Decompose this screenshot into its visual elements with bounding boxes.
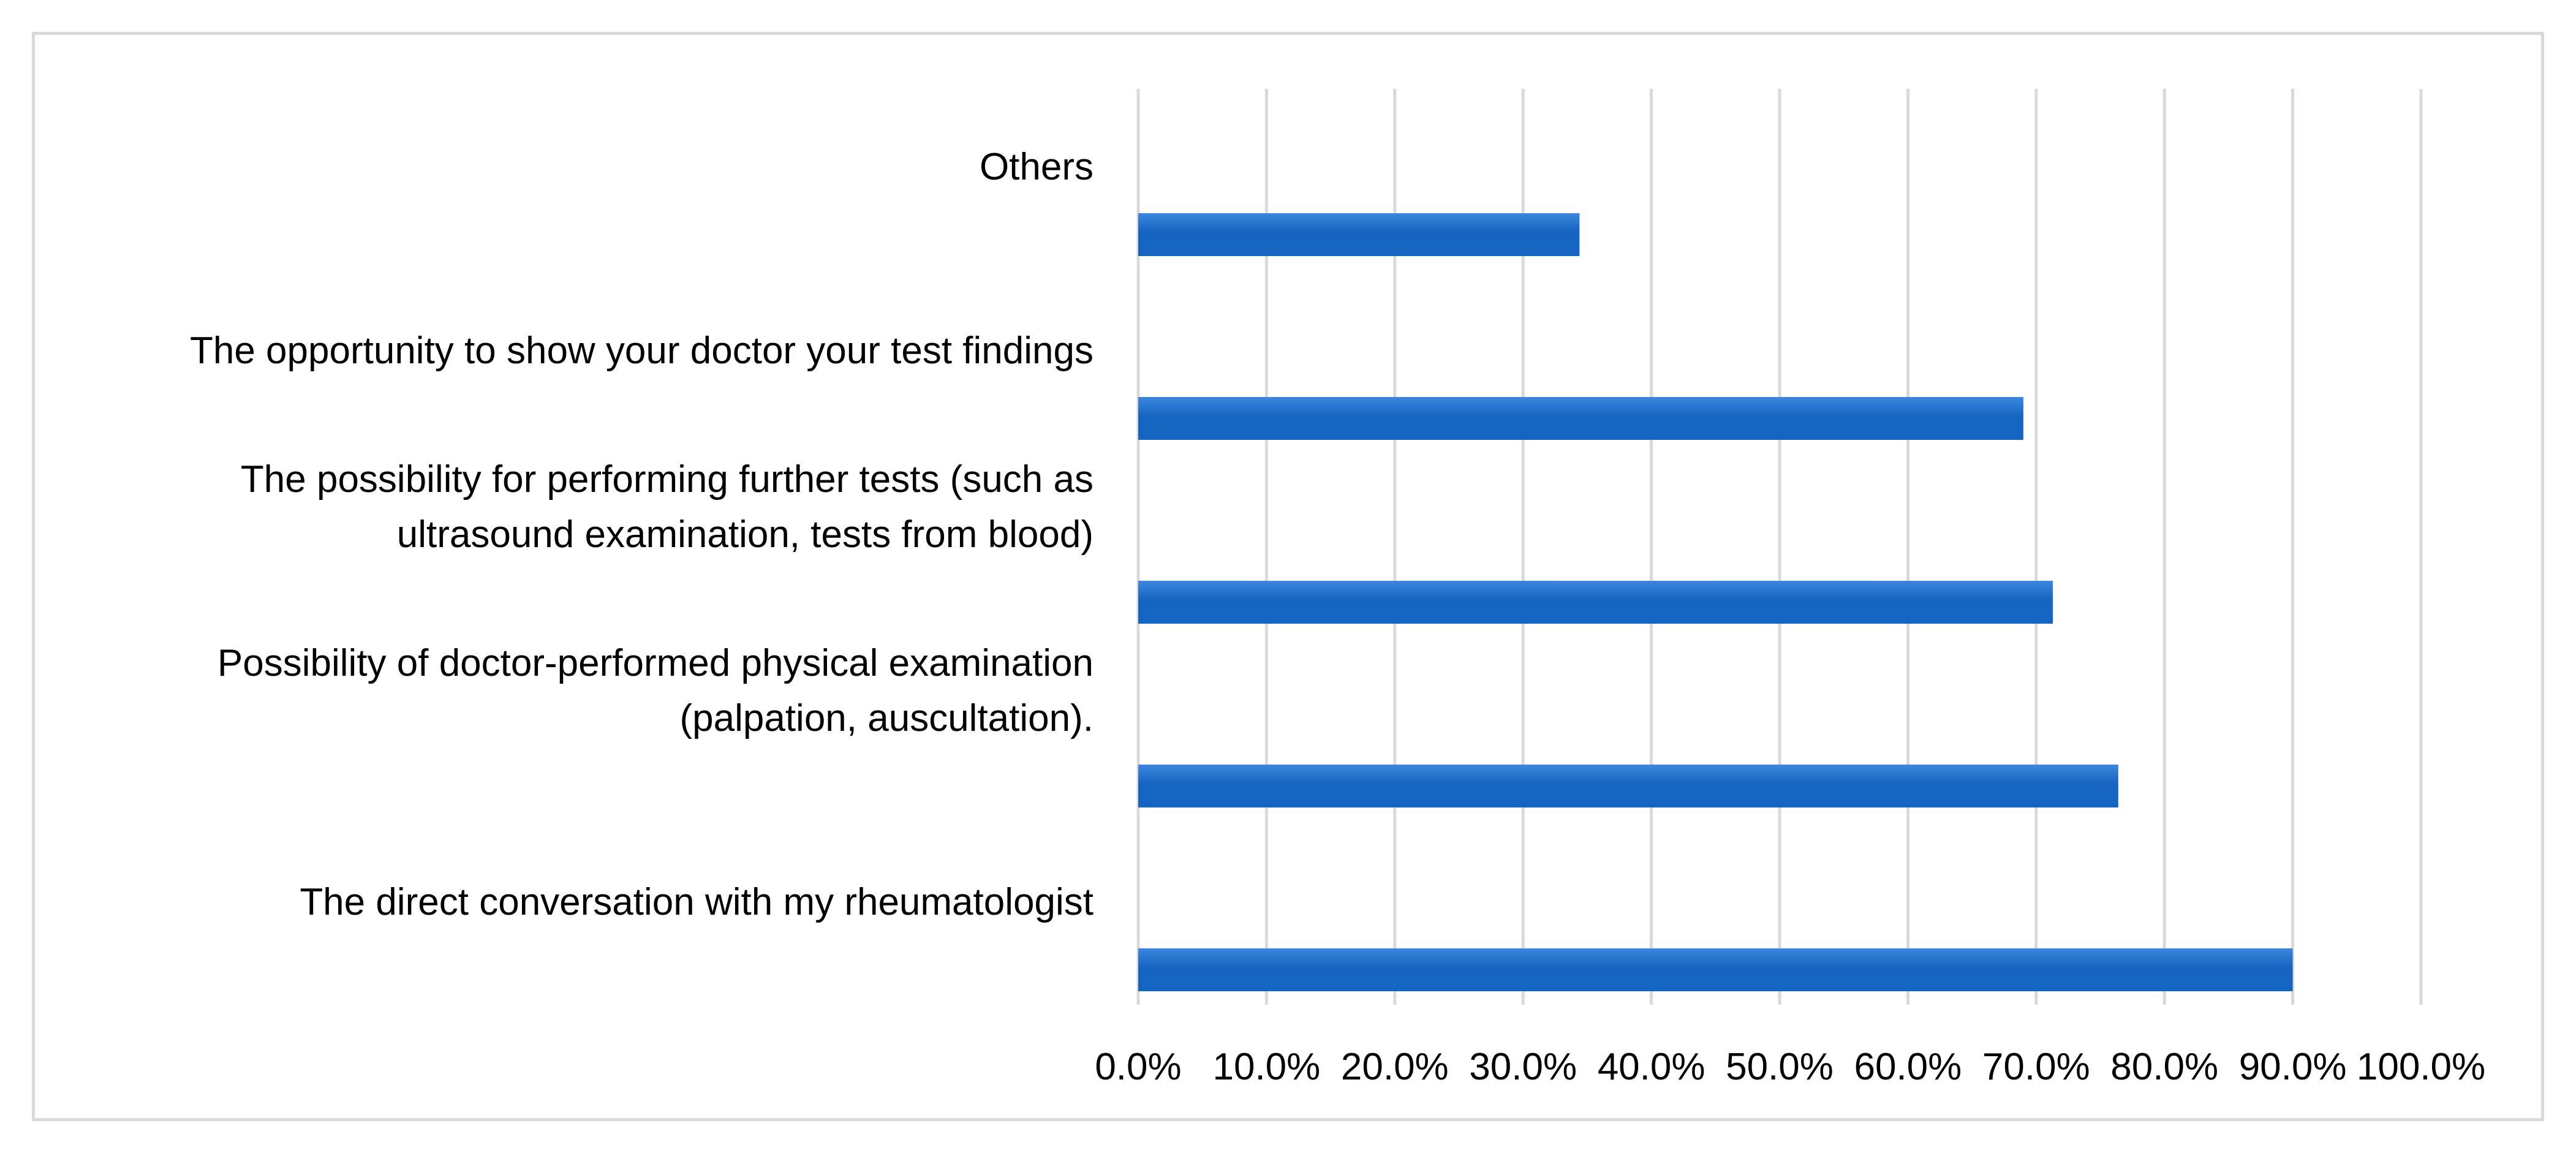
x-tick-label: 30.0%	[1469, 1046, 1577, 1088]
x-tick-label: 80.0%	[2110, 1046, 2218, 1088]
bar	[1138, 948, 2293, 991]
bar	[1138, 397, 2023, 440]
x-tick-label: 40.0%	[1598, 1046, 1705, 1088]
bars	[1138, 213, 2293, 991]
bar	[1138, 213, 1580, 256]
x-tick-label: 70.0%	[1982, 1046, 2090, 1088]
category-label: The possibility for performing further t…	[241, 458, 1093, 556]
x-tick-label: 50.0%	[1726, 1046, 1834, 1088]
category-label: Possibility of doctor-performed physical…	[217, 642, 1093, 739]
category-label: The opportunity to show your doctor your…	[190, 330, 1093, 372]
x-tick-label: 0.0%	[1095, 1046, 1181, 1088]
category-label: The direct conversation with my rheumato…	[300, 881, 1093, 923]
category-label: Others	[980, 146, 1093, 188]
bar	[1138, 765, 2118, 807]
category-labels: Others The opportunity to show your docto…	[190, 146, 1093, 923]
x-tick-label: 100.0%	[2357, 1046, 2485, 1088]
x-tick-label: 10.0%	[1212, 1046, 1320, 1088]
x-tick-label: 20.0%	[1341, 1046, 1449, 1088]
x-axis-tick-labels: 0.0% 10.0% 20.0% 30.0% 40.0% 50.0% 60.0% 70.0% 8…	[1095, 1046, 2485, 1088]
x-tick-label: 60.0%	[1854, 1046, 1962, 1088]
bar	[1138, 581, 2053, 624]
x-tick-label: 90.0%	[2239, 1046, 2347, 1088]
